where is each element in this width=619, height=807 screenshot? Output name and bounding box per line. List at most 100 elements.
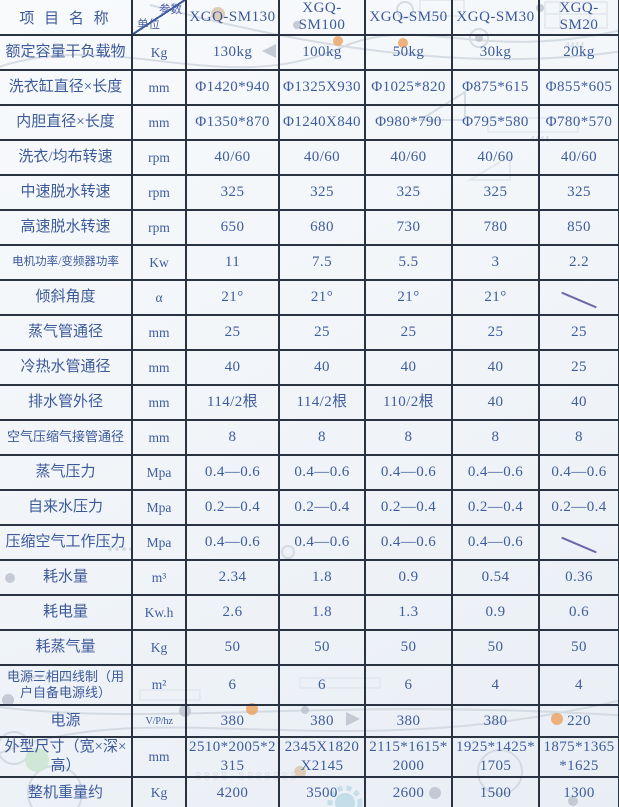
row-label: 耗电量 (0, 594, 133, 631)
value-cell: 40/60 (538, 139, 619, 176)
table-row: 电源 V/P/hz 380 380 380 380 220 (0, 704, 619, 738)
value-cell: 114/2根 (185, 384, 280, 421)
param-unit-header: 参数 单位 (131, 0, 187, 36)
value-cell: 40/60 (364, 139, 453, 176)
value-cell: 25 (278, 314, 366, 351)
value-cell: 0.4—0.6 (185, 524, 280, 561)
value-cell: 2600 (364, 776, 453, 807)
value-cell: 1300 (538, 776, 619, 807)
model-header-sm50: XGQ-SM50 (364, 0, 453, 36)
value-cell: 1500 (451, 776, 540, 807)
row-label: 倾斜角度 (0, 279, 133, 316)
value-cell: 1.8 (278, 594, 366, 631)
value-cell: 0.4—0.6 (364, 524, 453, 561)
value-cell: 0.9 (451, 594, 540, 631)
row-unit: mm (131, 736, 187, 778)
value-cell: 730 (364, 209, 453, 246)
value-cell: 0.4—0.6 (185, 454, 280, 491)
item-name-header: 项 目 名 称 (0, 0, 133, 36)
row-label: 内胆直径×长度 (0, 104, 133, 141)
value-cell: 0.2—0.4 (538, 489, 619, 526)
value-cell: Φ795*580 (451, 104, 540, 141)
value-cell: 325 (364, 174, 453, 211)
row-unit: m³ (131, 559, 187, 596)
row-label: 洗衣缸直径×长度 (0, 69, 133, 106)
value-cell: 0.4—0.6 (538, 454, 619, 491)
value-cell: 50 (364, 629, 453, 666)
value-cell: 0.4—0.6 (278, 524, 366, 561)
model-header-sm100: XGQ-SM100 (278, 0, 366, 36)
value-cell: Φ1325X930 (278, 69, 366, 106)
value-cell: 50 (278, 629, 366, 666)
table-row: 外型尺寸（宽×深×高） mm 2510*2005*2315 2345X1820X214… (0, 736, 619, 778)
row-unit: rpm (131, 139, 187, 176)
value-cell: 380 (451, 704, 540, 738)
row-label: 中速脱水转速 (0, 174, 133, 211)
table-row: 耗水量 m³ 2.34 1.8 0.9 0.54 0.36 (0, 559, 619, 596)
value-cell: 25 (538, 314, 619, 351)
table-row: 电机功率/变频器功率 Kw 11 7.5 5.5 3 2.2 (0, 244, 619, 281)
value-cell: 50 (185, 629, 280, 666)
value-cell: 0.4—0.6 (451, 454, 540, 491)
value-cell: 0.6 (538, 594, 619, 631)
table-row: 中速脱水转速 rpm 325 325 325 325 325 (0, 174, 619, 211)
value-cell: 11 (185, 244, 280, 281)
value-cell: 40/60 (278, 139, 366, 176)
model-header-sm20: XGQ-SM20 (538, 0, 619, 36)
not-applicable-slash (561, 536, 597, 554)
table-row: 压缩空气工作压力 Mpa 0.4—0.6 0.4—0.6 0.4—0.6 0.4—0.6 (0, 524, 619, 561)
value-cell: 100kg (278, 34, 366, 71)
value-cell: 850 (538, 209, 619, 246)
value-cell: 2.6 (185, 594, 280, 631)
value-cell: 2.2 (538, 244, 619, 281)
row-label: 排水管外径 (0, 384, 133, 421)
row-label: 整机重量约 (0, 776, 133, 807)
value-cell: 30kg (451, 34, 540, 71)
value-cell: Φ1350*870 (185, 104, 280, 141)
row-unit: Mpa (131, 524, 187, 561)
row-label: 耗水量 (0, 559, 133, 596)
value-cell: 50 (451, 629, 540, 666)
not-applicable-slash (561, 291, 597, 309)
value-cell: Φ875*615 (451, 69, 540, 106)
value-cell (538, 279, 619, 316)
row-label: 蒸气管通径 (0, 314, 133, 351)
value-cell: 3500 (278, 776, 366, 807)
table-row: 冷热水管通径 mm 40 40 40 40 25 (0, 349, 619, 386)
row-unit: mm (131, 104, 187, 141)
row-label: 洗衣/均布转速 (0, 139, 133, 176)
row-label: 空气压缩气接管通径 (0, 419, 133, 456)
value-cell: 1875*1365*1625 (538, 736, 619, 778)
value-cell: Φ780*570 (538, 104, 619, 141)
row-unit: m² (131, 664, 187, 706)
value-cell: 680 (278, 209, 366, 246)
header-row: 项 目 名 称 参数 单位 XGQ-SM130 XGQ-SM100 XGQ-SM… (0, 0, 619, 36)
table-row: 耗电量 Kw.h 2.6 1.8 1.3 0.9 0.6 (0, 594, 619, 631)
value-cell: 20kg (538, 34, 619, 71)
value-cell: 8 (451, 419, 540, 456)
value-cell: 40 (364, 349, 453, 386)
table-row: 倾斜角度 α 21° 21° 21° 21° (0, 279, 619, 316)
value-cell: 6 (364, 664, 453, 706)
value-cell: 1925*1425*1705 (451, 736, 540, 778)
value-cell (538, 524, 619, 561)
value-cell: 21° (278, 279, 366, 316)
value-cell: 0.2—0.4 (278, 489, 366, 526)
table-row: 排水管外径 mm 114/2根 114/2根 110/2根 40 40 (0, 384, 619, 421)
value-cell: 780 (451, 209, 540, 246)
value-cell: 1.8 (278, 559, 366, 596)
value-cell: 25 (364, 314, 453, 351)
value-cell: 21° (185, 279, 280, 316)
table-row: 耗蒸气量 Kg 50 50 50 50 50 (0, 629, 619, 666)
value-cell: 4 (538, 664, 619, 706)
row-unit: Kg (131, 629, 187, 666)
value-cell: 650 (185, 209, 280, 246)
row-unit: mm (131, 419, 187, 456)
value-cell: 325 (185, 174, 280, 211)
row-unit: Kg (131, 34, 187, 71)
row-unit: Kw.h (131, 594, 187, 631)
value-cell: 6 (278, 664, 366, 706)
table-row: 空气压缩气接管通径 mm 8 8 8 8 8 (0, 419, 619, 456)
row-label: 电源 (0, 704, 133, 738)
